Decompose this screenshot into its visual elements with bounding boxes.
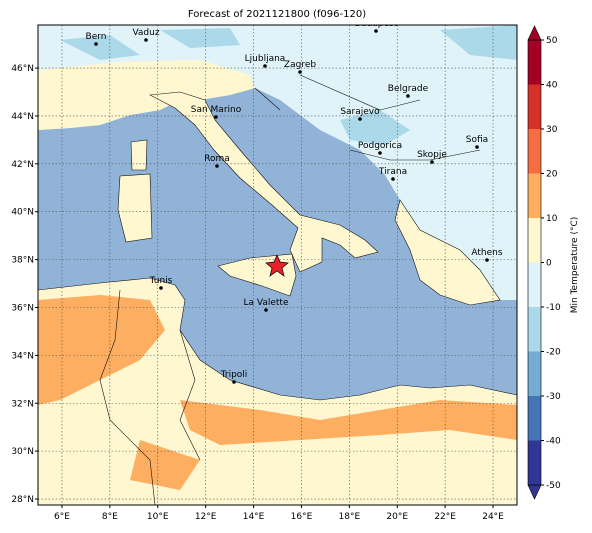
x-tick-label: 18°E xyxy=(339,512,361,522)
city-label: La Valette xyxy=(244,298,289,308)
x-tick-label: 10°E xyxy=(147,512,169,522)
city-dot xyxy=(485,258,489,262)
colorbar-band xyxy=(528,351,541,396)
y-tick-label: 34°N xyxy=(11,351,34,361)
grid xyxy=(38,25,517,505)
colorbar-tick-label: 30 xyxy=(546,125,558,135)
y-tick-label: 30°N xyxy=(11,447,34,457)
city-label: Belgrade xyxy=(388,84,429,94)
colorbar-tick-label: -10 xyxy=(546,303,561,313)
city-dot xyxy=(378,151,382,155)
colorbar-tick-label: 10 xyxy=(546,214,558,224)
colorbar-label: Min Temperature (°C) xyxy=(570,217,580,314)
city-label: Vaduz xyxy=(132,28,159,38)
colorbar-tick-label: 20 xyxy=(546,170,558,180)
greece xyxy=(394,199,501,306)
italy xyxy=(148,91,379,273)
y-tick-label: 44°N xyxy=(11,112,34,122)
x-tick-label: 8°E xyxy=(102,512,118,522)
corsica xyxy=(130,139,148,171)
colorbar-extend-bottom xyxy=(527,484,542,500)
x-tick-label: 22°E xyxy=(434,512,456,522)
colorbar-band xyxy=(528,218,541,263)
colorbar-tick-label: -30 xyxy=(546,392,561,402)
colorbar-band xyxy=(528,40,541,85)
city-label: Bern xyxy=(86,32,107,42)
colorbar-band xyxy=(528,262,541,307)
y-tick-label: 32°N xyxy=(11,399,34,409)
city-dot xyxy=(298,70,302,74)
colorbar-tick-label: -40 xyxy=(546,437,561,447)
city-dot xyxy=(263,64,267,68)
city-label: Zagreb xyxy=(284,60,316,70)
x-tick-label: 6°E xyxy=(54,512,70,522)
city-label: Podgorica xyxy=(358,141,402,151)
city-label: Budapest xyxy=(355,19,398,29)
sardinia xyxy=(117,173,153,243)
po-valley xyxy=(38,60,255,130)
city-dot xyxy=(264,308,268,312)
city-label: Roma xyxy=(204,154,230,164)
city-label: Skopje xyxy=(417,150,447,160)
colorbar-band xyxy=(528,396,541,441)
city-label: Sofia xyxy=(466,135,488,145)
colorbar-tick-label: -20 xyxy=(546,348,561,358)
city-label: Ljubljana xyxy=(245,54,286,64)
city-dot xyxy=(159,286,163,290)
map-frame xyxy=(37,24,518,506)
city-dot xyxy=(391,177,395,181)
colorbar-tick-label: -50 xyxy=(546,481,561,491)
city-label: Sarajevo xyxy=(340,107,380,117)
city-label: Tripoli xyxy=(220,370,248,380)
city-dot xyxy=(94,42,98,46)
map-title: Forecast of 2021121800 (f096-120) xyxy=(188,9,366,20)
x-tick-label: 14°E xyxy=(243,512,265,522)
y-tick-label: 42°N xyxy=(11,160,34,170)
colorbar-extend-top xyxy=(527,25,542,41)
x-tick-label: 20°E xyxy=(386,512,408,522)
colorbar-band xyxy=(528,307,541,352)
x-tick-label: 24°E xyxy=(482,512,504,522)
cold-patch xyxy=(60,25,517,145)
y-tick-label: 46°N xyxy=(11,64,34,74)
y-tick-label: 40°N xyxy=(11,208,34,218)
colorbar-tick-label: 40 xyxy=(546,81,558,91)
forecast-point xyxy=(265,254,289,277)
city-dot xyxy=(358,117,362,121)
city-dot xyxy=(232,380,236,384)
city-label: San Marino xyxy=(191,105,242,115)
country-border xyxy=(99,74,481,505)
y-tick-label: 36°N xyxy=(11,303,34,313)
colorbar-tick-label: 0 xyxy=(546,259,552,269)
city-dot xyxy=(214,115,218,119)
city-dot xyxy=(374,29,378,33)
colorbar-band xyxy=(528,173,541,218)
x-tick-label: 12°E xyxy=(195,512,217,522)
city-label: Tirana xyxy=(378,167,407,177)
warm-region xyxy=(38,295,517,490)
city-dot xyxy=(406,94,410,98)
colorbar-band xyxy=(528,129,541,174)
x-tick-label: 16°E xyxy=(291,512,313,522)
city-label: Tunis xyxy=(149,276,173,286)
colorbar-tick-label: 50 xyxy=(546,36,558,46)
y-tick-label: 28°N xyxy=(11,495,34,505)
colorbar-band xyxy=(528,84,541,129)
city-dot xyxy=(144,38,148,42)
y-tick-label: 38°N xyxy=(11,256,34,266)
colorbar-band xyxy=(528,440,541,485)
city-dot xyxy=(430,160,434,164)
city-dot xyxy=(475,145,479,149)
city-dot xyxy=(215,164,219,168)
city-label: Athens xyxy=(471,248,502,258)
